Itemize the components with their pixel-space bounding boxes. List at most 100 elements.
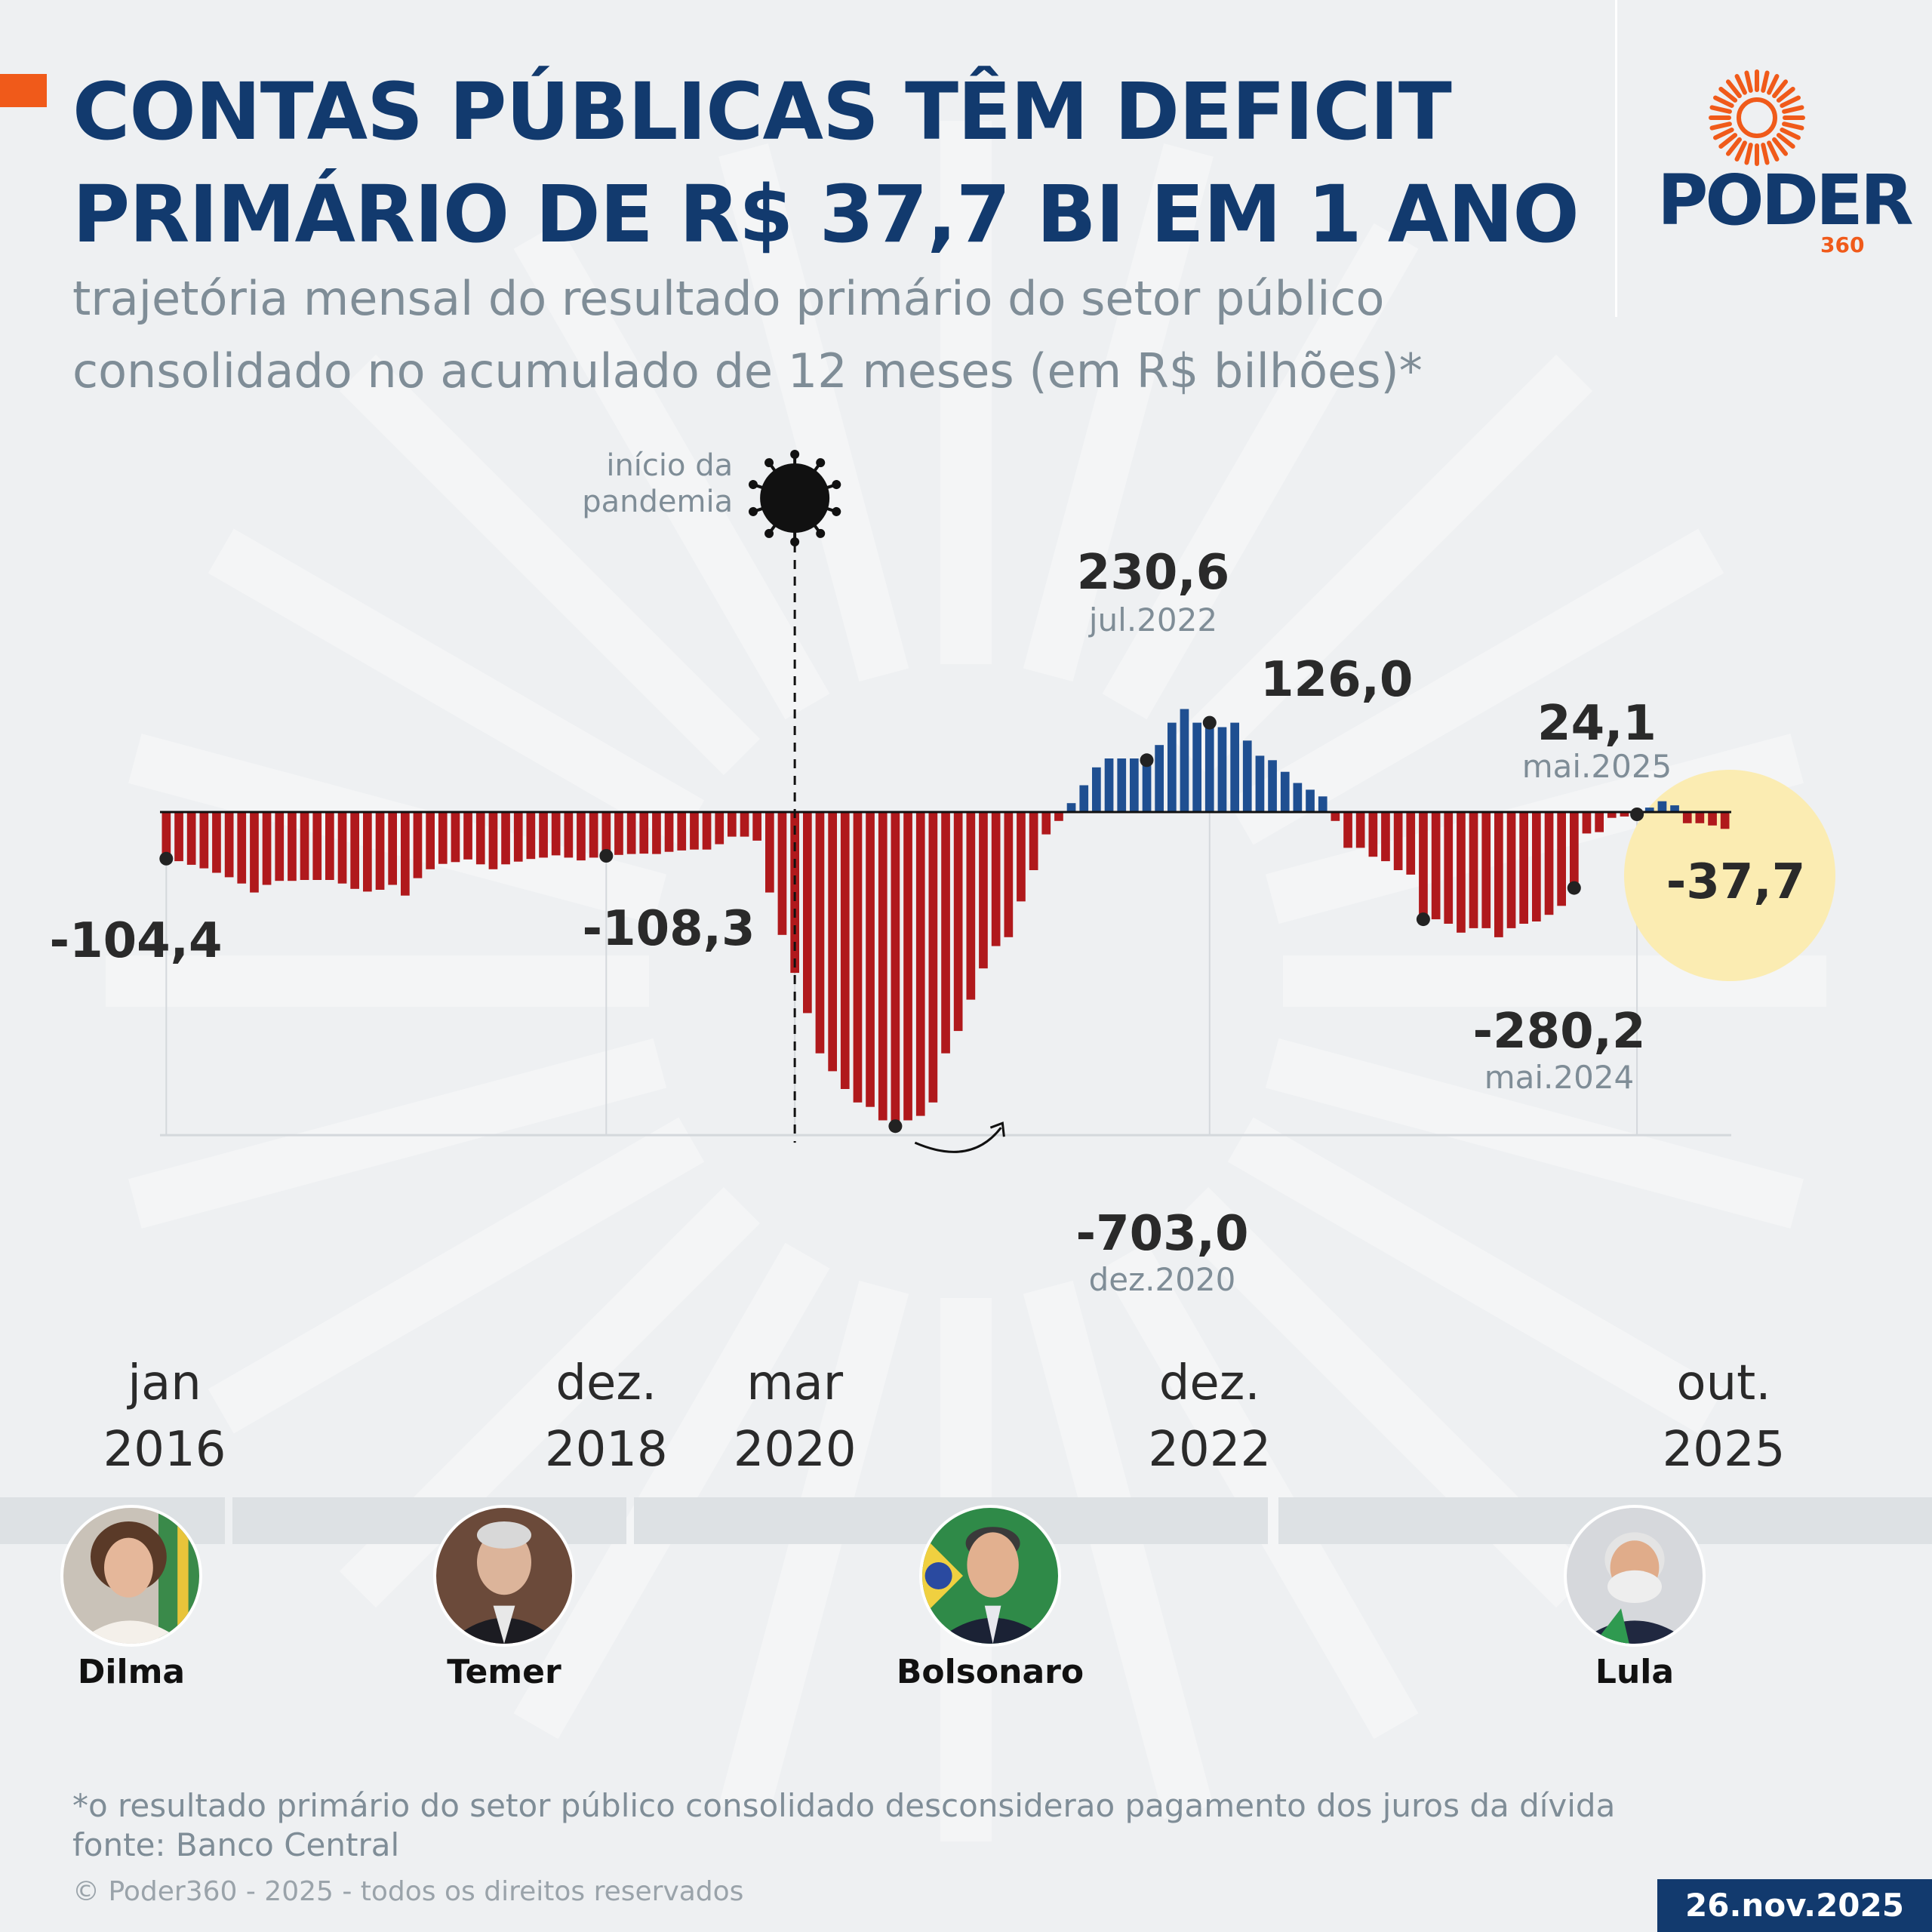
bar [702, 812, 712, 850]
background-ray [1102, 1242, 1419, 1740]
bar [577, 812, 586, 861]
bar [1708, 812, 1717, 826]
logo-ray [1713, 128, 1734, 140]
logo-ray [1755, 69, 1759, 92]
bar [1180, 709, 1189, 812]
bar [1368, 812, 1378, 857]
bar [1306, 789, 1315, 812]
bar [765, 812, 774, 893]
bar [1343, 812, 1352, 848]
bar [1142, 760, 1152, 812]
annotation-dot [1630, 808, 1644, 821]
bar [1331, 812, 1340, 821]
background-ray [1227, 1117, 1724, 1434]
bar [803, 812, 812, 1014]
bar [941, 812, 950, 1054]
bar [866, 812, 875, 1107]
bar [162, 812, 171, 859]
president-name-temer: Temer [447, 1653, 561, 1691]
bar [475, 812, 485, 865]
logo-ray [1772, 79, 1789, 99]
bar [186, 812, 196, 865]
accent-bar [0, 74, 47, 107]
background-ray [513, 1242, 830, 1740]
avatar-dilma [60, 1505, 202, 1647]
bar [363, 812, 372, 892]
bar [438, 812, 448, 864]
bar [1682, 812, 1692, 823]
bar [1168, 722, 1177, 812]
logo-ray [1767, 140, 1780, 162]
bar [991, 812, 1001, 946]
bar [878, 812, 888, 1121]
bar [1657, 801, 1667, 812]
x-tick-label-line-1: dez. [555, 1355, 657, 1411]
bar [1230, 722, 1239, 812]
president-name-bolsonaro: Bolsonaro [896, 1653, 1084, 1691]
background-ray [1265, 1038, 1804, 1229]
bar [325, 812, 334, 880]
logo-ray [1776, 133, 1795, 149]
bar [664, 812, 674, 852]
bar [501, 812, 510, 865]
logo-core [1737, 97, 1777, 138]
bar [1204, 722, 1214, 812]
logo-ray [1709, 115, 1731, 120]
bar [1004, 812, 1014, 937]
bar [551, 812, 561, 856]
bar [966, 812, 976, 1000]
logo-ray [1709, 122, 1732, 131]
logo-ray [1780, 128, 1801, 140]
term-band-temer [232, 1497, 626, 1544]
bar [1431, 812, 1441, 920]
background-ray [339, 354, 761, 776]
pandemic-label-line-2: pandemia [582, 485, 733, 519]
logo-ray [1709, 105, 1732, 114]
bar [1720, 812, 1730, 829]
page-title: CONTAS PÚBLICAS TÊM DEFICIT PRIMÁRIO DE … [72, 60, 1580, 266]
bar [262, 812, 272, 885]
annotation-dot [1567, 881, 1581, 895]
bar [288, 812, 297, 881]
bar [639, 812, 649, 854]
bar [1381, 812, 1390, 862]
logo-ray [1783, 115, 1805, 120]
bar [903, 812, 912, 1121]
annotation-dot [1202, 715, 1217, 730]
logo-ray [1718, 86, 1738, 103]
x-tick-label-line-2: 2016 [103, 1422, 226, 1478]
bar [1494, 812, 1503, 937]
bar [1255, 755, 1265, 812]
bar [1670, 805, 1679, 812]
bar [614, 812, 623, 855]
bar [312, 812, 322, 880]
bar [915, 812, 925, 1116]
logo-ray [1734, 74, 1747, 95]
background-ray [1023, 143, 1214, 682]
president-name-lula: Lula [1595, 1653, 1675, 1691]
bar [1620, 812, 1629, 817]
bar [199, 812, 209, 869]
logo-ray [1725, 137, 1742, 156]
annotation-date: mai.2025 [1522, 748, 1672, 785]
bar [752, 812, 761, 841]
x-tick-label-line-2: 2022 [1148, 1422, 1271, 1478]
background-ray [1227, 528, 1724, 845]
bar [1469, 812, 1478, 928]
bar [1695, 812, 1705, 823]
bar [451, 812, 460, 863]
bar [212, 812, 221, 873]
bar [337, 812, 347, 884]
bar [979, 812, 988, 969]
bar [539, 812, 548, 858]
page-subtitle: trajetória mensal do resultado primário … [72, 263, 1423, 408]
bar [1506, 812, 1516, 928]
bar [1130, 758, 1139, 812]
x-tick-label-line-1: dez. [1159, 1355, 1260, 1411]
annotation-value: -104,4 [50, 913, 223, 969]
bar [1041, 812, 1051, 835]
logo-ray [1761, 70, 1770, 93]
logo-ray [1782, 122, 1804, 131]
bar [652, 812, 661, 854]
